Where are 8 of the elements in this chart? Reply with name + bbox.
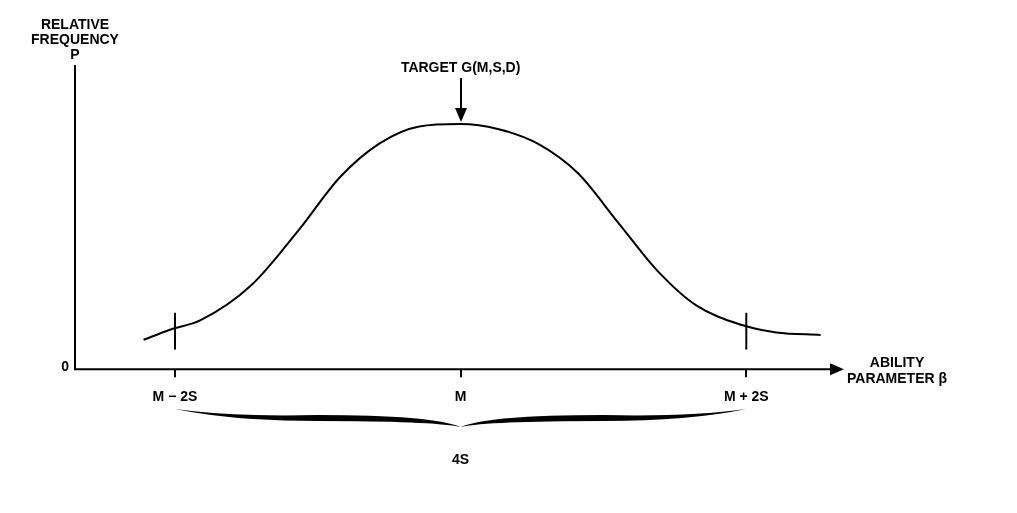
text: TARGET G(M,S,D) xyxy=(400,59,521,76)
y-axis-title: RELATIVE FREQUENCY P xyxy=(31,16,120,62)
text: 0 xyxy=(61,358,70,375)
x-tick-label: M − 2S xyxy=(152,388,198,405)
x-tick-label: M + 2S xyxy=(723,388,769,405)
x-tick-label: M xyxy=(454,388,467,405)
text: 4S xyxy=(452,451,470,468)
x-axis-title: ABILITY PARAMETER β xyxy=(846,354,948,387)
